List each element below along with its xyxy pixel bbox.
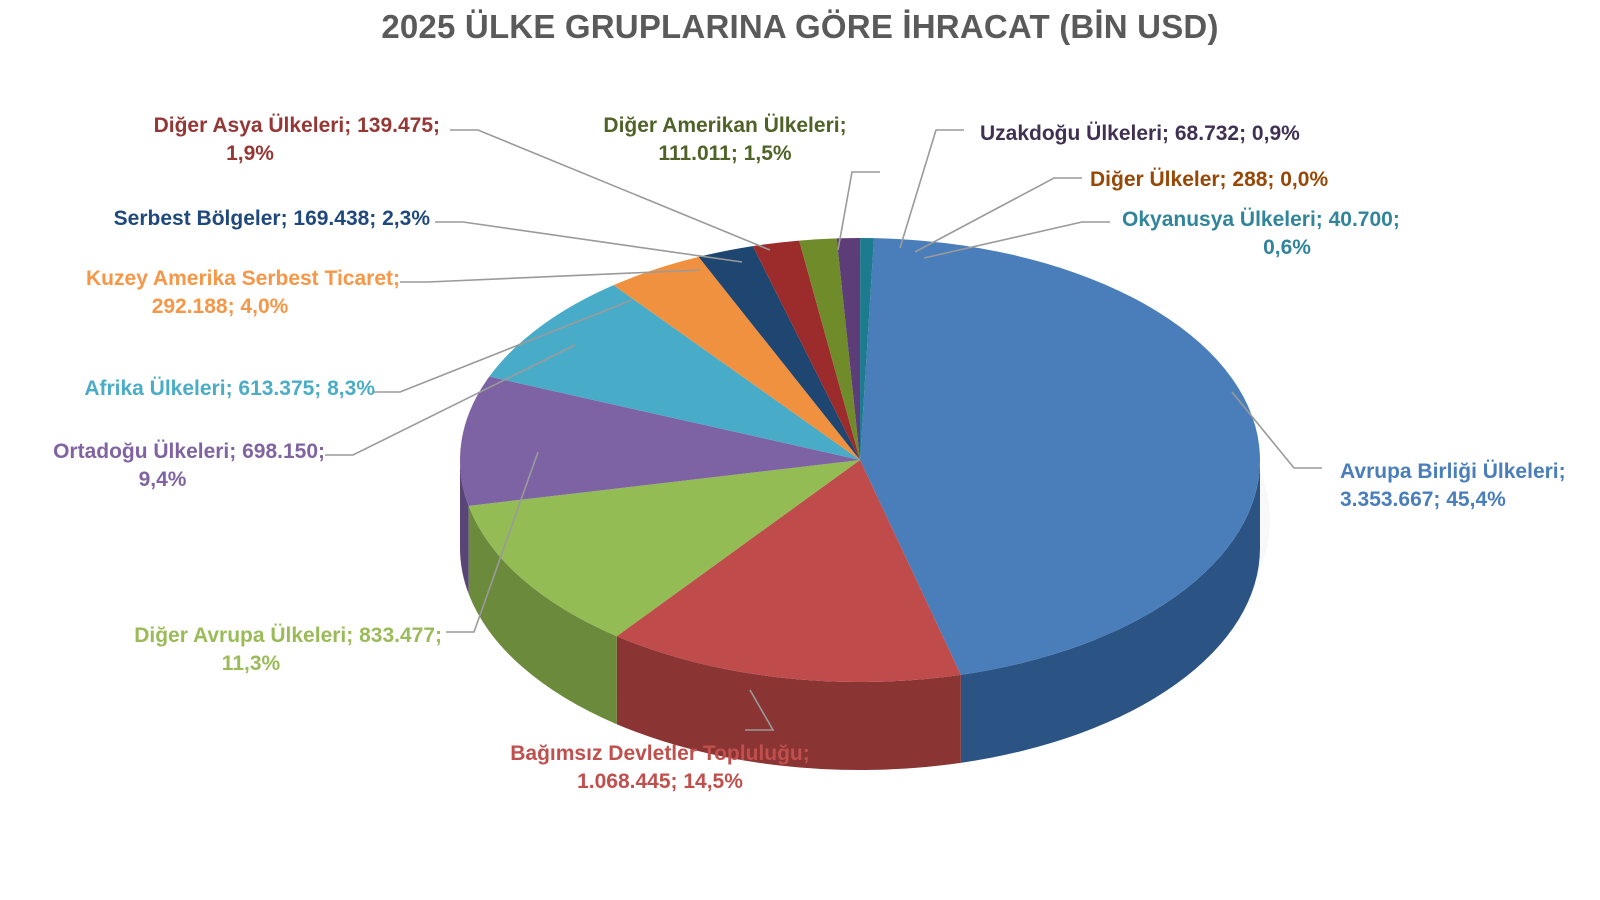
leader-line: [1231, 391, 1322, 469]
label-ortadogu-line1: Ortadoğu Ülkeleri; 698.150;: [53, 440, 325, 463]
label-diger-amerikan-line2: 111.011; 1,5%: [658, 141, 792, 165]
label-ortadogu: Ortadoğu Ülkeleri; 698.150; 9,4%: [0, 438, 325, 493]
label-afrika: Afrika Ülkeleri; 613.375; 8,3%: [20, 375, 375, 403]
label-uzakdogu-line1: Uzakdoğu Ülkeleri; 68.732; 0,9%: [980, 122, 1300, 145]
chart-title: 2025 ÜLKE GRUPLARINA GÖRE İHRACAT (BİN U…: [381, 8, 1219, 45]
pie-slice: [613, 256, 860, 460]
label-avrupa-birligi-line1: Avrupa Birliği Ülkeleri;: [1340, 460, 1566, 483]
label-afrika-line1: Afrika Ülkeleri; 613.375; 8,3%: [84, 377, 375, 400]
label-diger-avrupa-line2: 11,3%: [221, 651, 281, 675]
pie-slice: [860, 238, 874, 460]
label-serbest-bolgeler-line1: Serbest Bölgeler; 169.438; 2,3%: [113, 207, 430, 230]
label-diger-avrupa-line1: Diğer Avrupa Ülkeleri; 833.477;: [134, 624, 442, 647]
pie-top-slices: [459, 237, 1261, 682]
pie-slice: [468, 460, 860, 637]
label-bagimsiz-devletler-line2: 1.068.445; 14,5%: [577, 769, 743, 793]
leader-line: [435, 221, 743, 263]
pie-slice: [489, 285, 860, 460]
label-diger-amerikan: Diğer Amerikan Ülkeleri; 111.011; 1,5%: [575, 112, 875, 167]
pie-slice: [459, 376, 860, 506]
label-uzakdogu: Uzakdoğu Ülkeleri; 68.732; 0,9%: [980, 120, 1400, 148]
pie-slice: [799, 238, 860, 460]
label-okyanusya-line2: 0,6%: [1263, 235, 1311, 259]
leader-line: [923, 221, 1110, 259]
label-bagimsiz-devletler: Bağımsız Devletler Topluluğu; 1.068.445;…: [460, 740, 860, 795]
label-kuzey-amerika: Kuzey Amerika Serbest Ticaret; 292.188; …: [40, 265, 400, 320]
leader-line: [745, 689, 775, 731]
label-okyanusya-line1: Okyanusya Ülkeleri; 40.700;: [1122, 208, 1400, 231]
label-serbest-bolgeler: Serbest Bölgeler; 169.438; 2,3%: [60, 205, 430, 233]
pie-slice: [860, 238, 1261, 675]
pie-slice: [698, 246, 860, 460]
leader-line: [899, 129, 964, 249]
pie-slice: [616, 460, 961, 682]
leader-line: [837, 171, 880, 251]
label-diger-asya-line1: Diğer Asya Ülkeleri; 139.475;: [153, 114, 440, 137]
leader-line: [400, 269, 701, 283]
leader-line: [325, 344, 576, 456]
label-kuzey-amerika-line2: 292.188; 4,0%: [151, 294, 289, 318]
label-okyanusya: Okyanusya Ülkeleri; 40.700; 0,6%: [1122, 206, 1452, 261]
label-avrupa-birligi: Avrupa Birliği Ülkeleri; 3.353.667; 45,4…: [1340, 458, 1600, 513]
leader-line: [914, 177, 1082, 253]
leader-line: [450, 129, 771, 251]
pie-slice: [836, 237, 861, 460]
pie-slice: [752, 240, 860, 460]
leader-line: [372, 299, 633, 393]
label-ortadogu-line2: 9,4%: [138, 467, 187, 491]
label-diger-amerikan-line1: Diğer Amerikan Ülkeleri;: [603, 114, 847, 137]
label-avrupa-birligi-line2: 3.353.667; 45,4%: [1340, 487, 1506, 511]
label-diger-ulkeler: Diğer Ülkeler; 288; 0,0%: [1090, 166, 1470, 194]
label-diger-ulkeler-line1: Diğer Ülkeler; 288; 0,0%: [1090, 168, 1329, 191]
label-bagimsiz-devletler-line1: Bağımsız Devletler Topluluğu;: [510, 742, 810, 765]
pie-3d-side-walls: [460, 460, 1260, 770]
label-diger-asya-line2: 1,9%: [226, 141, 274, 165]
label-diger-asya: Diğer Asya Ülkeleri; 139.475; 1,9%: [60, 112, 440, 167]
leader-line: [446, 451, 539, 633]
label-kuzey-amerika-line1: Kuzey Amerika Serbest Ticaret;: [86, 267, 400, 290]
label-diger-avrupa: Diğer Avrupa Ülkeleri; 833.477; 11,3%: [60, 622, 442, 677]
leader-lines: [325, 129, 1322, 731]
